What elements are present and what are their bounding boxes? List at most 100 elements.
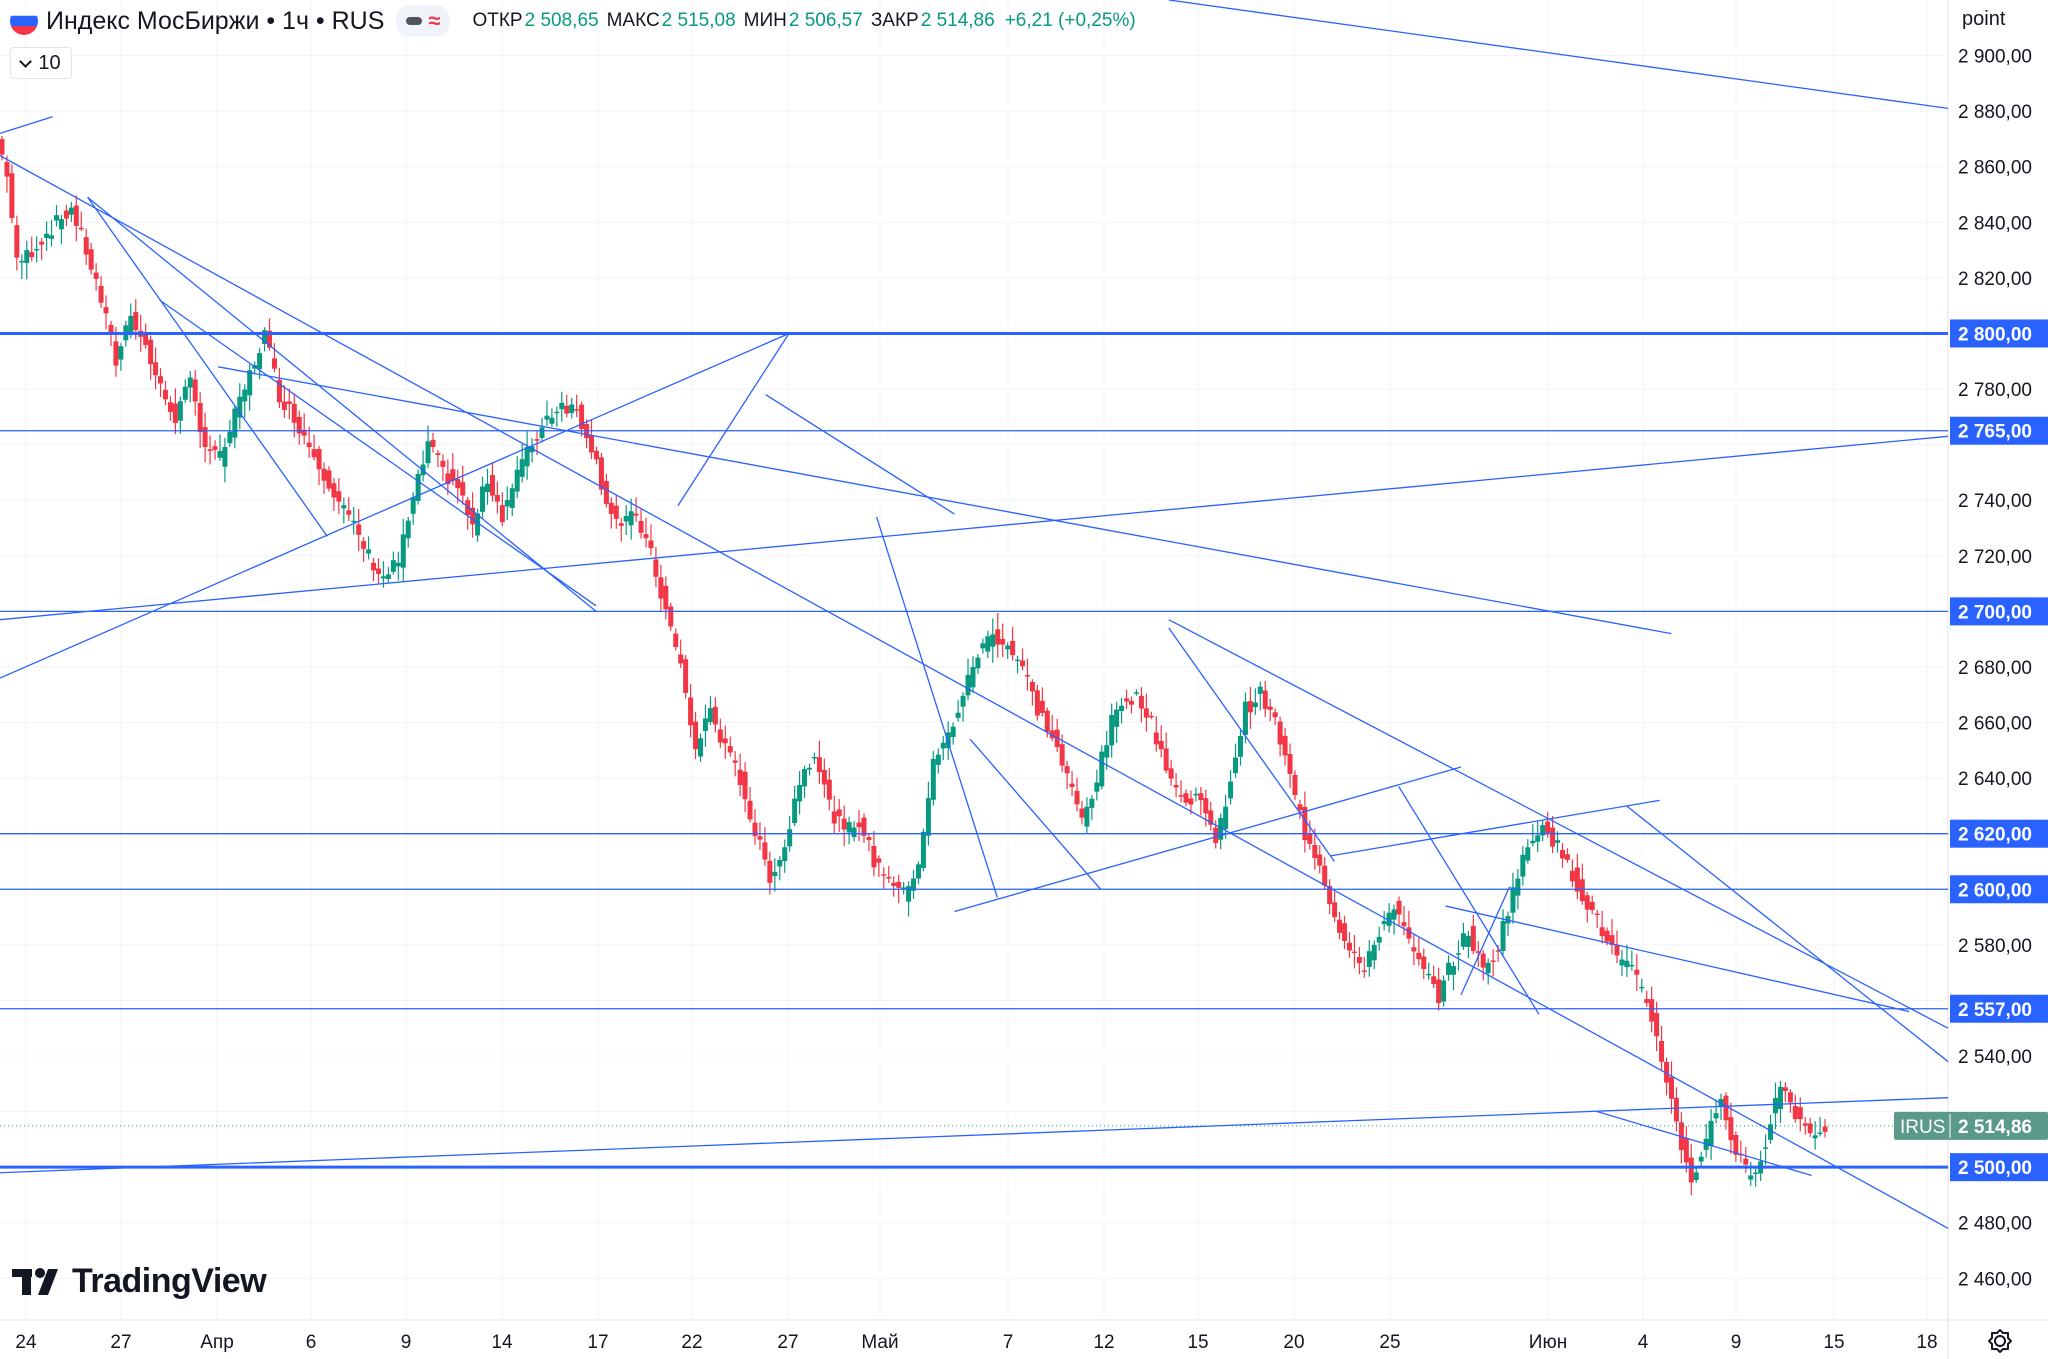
candle-body[interactable] (49, 235, 55, 239)
candle-body[interactable] (1787, 1092, 1793, 1103)
candle-body[interactable] (653, 559, 659, 577)
candle-body[interactable] (276, 379, 282, 403)
candle-body[interactable] (1128, 700, 1134, 705)
candle-body[interactable] (1540, 825, 1546, 836)
candle-body[interactable] (638, 521, 644, 533)
candle-body[interactable] (380, 576, 386, 579)
candle-body[interactable] (960, 695, 966, 707)
candle-body[interactable] (1133, 692, 1139, 694)
candle-body[interactable] (925, 798, 931, 836)
candle-body[interactable] (1693, 1172, 1699, 1180)
candle-body[interactable] (1267, 706, 1273, 710)
candle-body[interactable] (1183, 793, 1189, 803)
candle-body[interactable] (1797, 1107, 1803, 1120)
candle-body[interactable] (737, 769, 743, 786)
candle-body[interactable] (1812, 1135, 1818, 1139)
candle-body[interactable] (1153, 732, 1159, 745)
candle-body[interactable] (177, 401, 183, 421)
level-label-bg[interactable] (1950, 819, 2048, 848)
candle-body[interactable] (955, 712, 961, 718)
candle-body[interactable] (985, 636, 991, 652)
candle-body[interactable] (1332, 902, 1338, 918)
candle-body[interactable] (940, 742, 946, 749)
candle-body[interactable] (366, 549, 372, 554)
trend-line[interactable] (0, 116, 53, 135)
candle-body[interactable] (53, 215, 59, 221)
candle-body[interactable] (1416, 952, 1422, 960)
candle-body[interactable] (1193, 793, 1199, 796)
candle-body[interactable] (247, 370, 253, 396)
candle-body[interactable] (1287, 753, 1293, 774)
candle-body[interactable] (915, 864, 921, 879)
candle-body[interactable] (1218, 817, 1224, 840)
candle-body[interactable] (836, 809, 842, 817)
candle-body[interactable] (712, 706, 718, 725)
tradingview-logo[interactable]: TradingView (12, 1262, 267, 1301)
candle-body[interactable] (1312, 844, 1318, 859)
candle-body[interactable] (430, 439, 436, 447)
candle-body[interactable] (336, 491, 342, 502)
candle-body[interactable] (722, 738, 728, 744)
candle-body[interactable] (970, 667, 976, 688)
candle-body[interactable] (896, 881, 902, 888)
candle-body[interactable] (589, 435, 595, 453)
candle-body[interactable] (757, 836, 763, 840)
candle-body[interactable] (356, 524, 362, 535)
candle-body[interactable] (1495, 950, 1501, 952)
candle-body[interactable] (1792, 1105, 1798, 1120)
candle-body[interactable] (1079, 808, 1085, 818)
candle-body[interactable] (1411, 947, 1417, 952)
candle-body[interactable] (787, 829, 793, 847)
candle-body[interactable] (88, 249, 94, 270)
candle-body[interactable] (440, 460, 446, 467)
candle-body[interactable] (811, 756, 817, 759)
candle-body[interactable] (58, 219, 64, 230)
candle-body[interactable] (1015, 659, 1021, 662)
candle-body[interactable] (742, 771, 748, 800)
candle-body[interactable] (623, 515, 629, 522)
candle-body[interactable] (1074, 790, 1080, 805)
candle-body[interactable] (400, 534, 406, 568)
candle-body[interactable] (1713, 1113, 1719, 1119)
candle-body[interactable] (192, 379, 198, 402)
candle-body[interactable] (98, 285, 104, 303)
candle-body[interactable] (618, 523, 624, 526)
candle-body[interactable] (920, 831, 926, 868)
candle-body[interactable] (1024, 675, 1030, 677)
trend-line[interactable] (1168, 627, 1335, 862)
candle-body[interactable] (1109, 715, 1115, 746)
candle-body[interactable] (861, 817, 867, 836)
candle-body[interactable] (1441, 980, 1447, 1002)
candle-body[interactable] (1802, 1123, 1808, 1126)
candle-body[interactable] (321, 468, 327, 481)
candle-body[interactable] (539, 427, 545, 438)
candle-body[interactable] (242, 389, 248, 402)
candle-body[interactable] (574, 409, 580, 411)
candle-body[interactable] (1346, 942, 1352, 951)
candle-body[interactable] (257, 353, 263, 370)
candle-body[interactable] (494, 495, 500, 502)
candle-body[interactable] (1530, 840, 1536, 844)
candle-body[interactable] (34, 248, 40, 251)
candle-body[interactable] (1431, 976, 1437, 985)
candle-body[interactable] (1594, 913, 1600, 916)
candle-body[interactable] (390, 560, 396, 572)
candle-body[interactable] (965, 674, 971, 696)
candle-body[interactable] (930, 758, 936, 800)
candle-body[interactable] (752, 822, 758, 837)
candle-body[interactable] (286, 401, 292, 404)
candle-body[interactable] (891, 882, 897, 886)
candle-body[interactable] (1168, 768, 1174, 779)
candle-body[interactable] (668, 606, 674, 627)
gear-icon[interactable] (1987, 1328, 2013, 1354)
candle-body[interactable] (1381, 921, 1387, 925)
candle-body[interactable] (1247, 701, 1253, 713)
candle-body[interactable] (1297, 804, 1303, 811)
trend-line[interactable] (969, 738, 1102, 890)
candle-body[interactable] (1262, 690, 1268, 709)
candle-body[interactable] (688, 697, 694, 726)
candle-body[interactable] (1401, 922, 1407, 927)
candle-body[interactable] (1604, 930, 1610, 942)
candle-body[interactable] (1163, 748, 1169, 771)
